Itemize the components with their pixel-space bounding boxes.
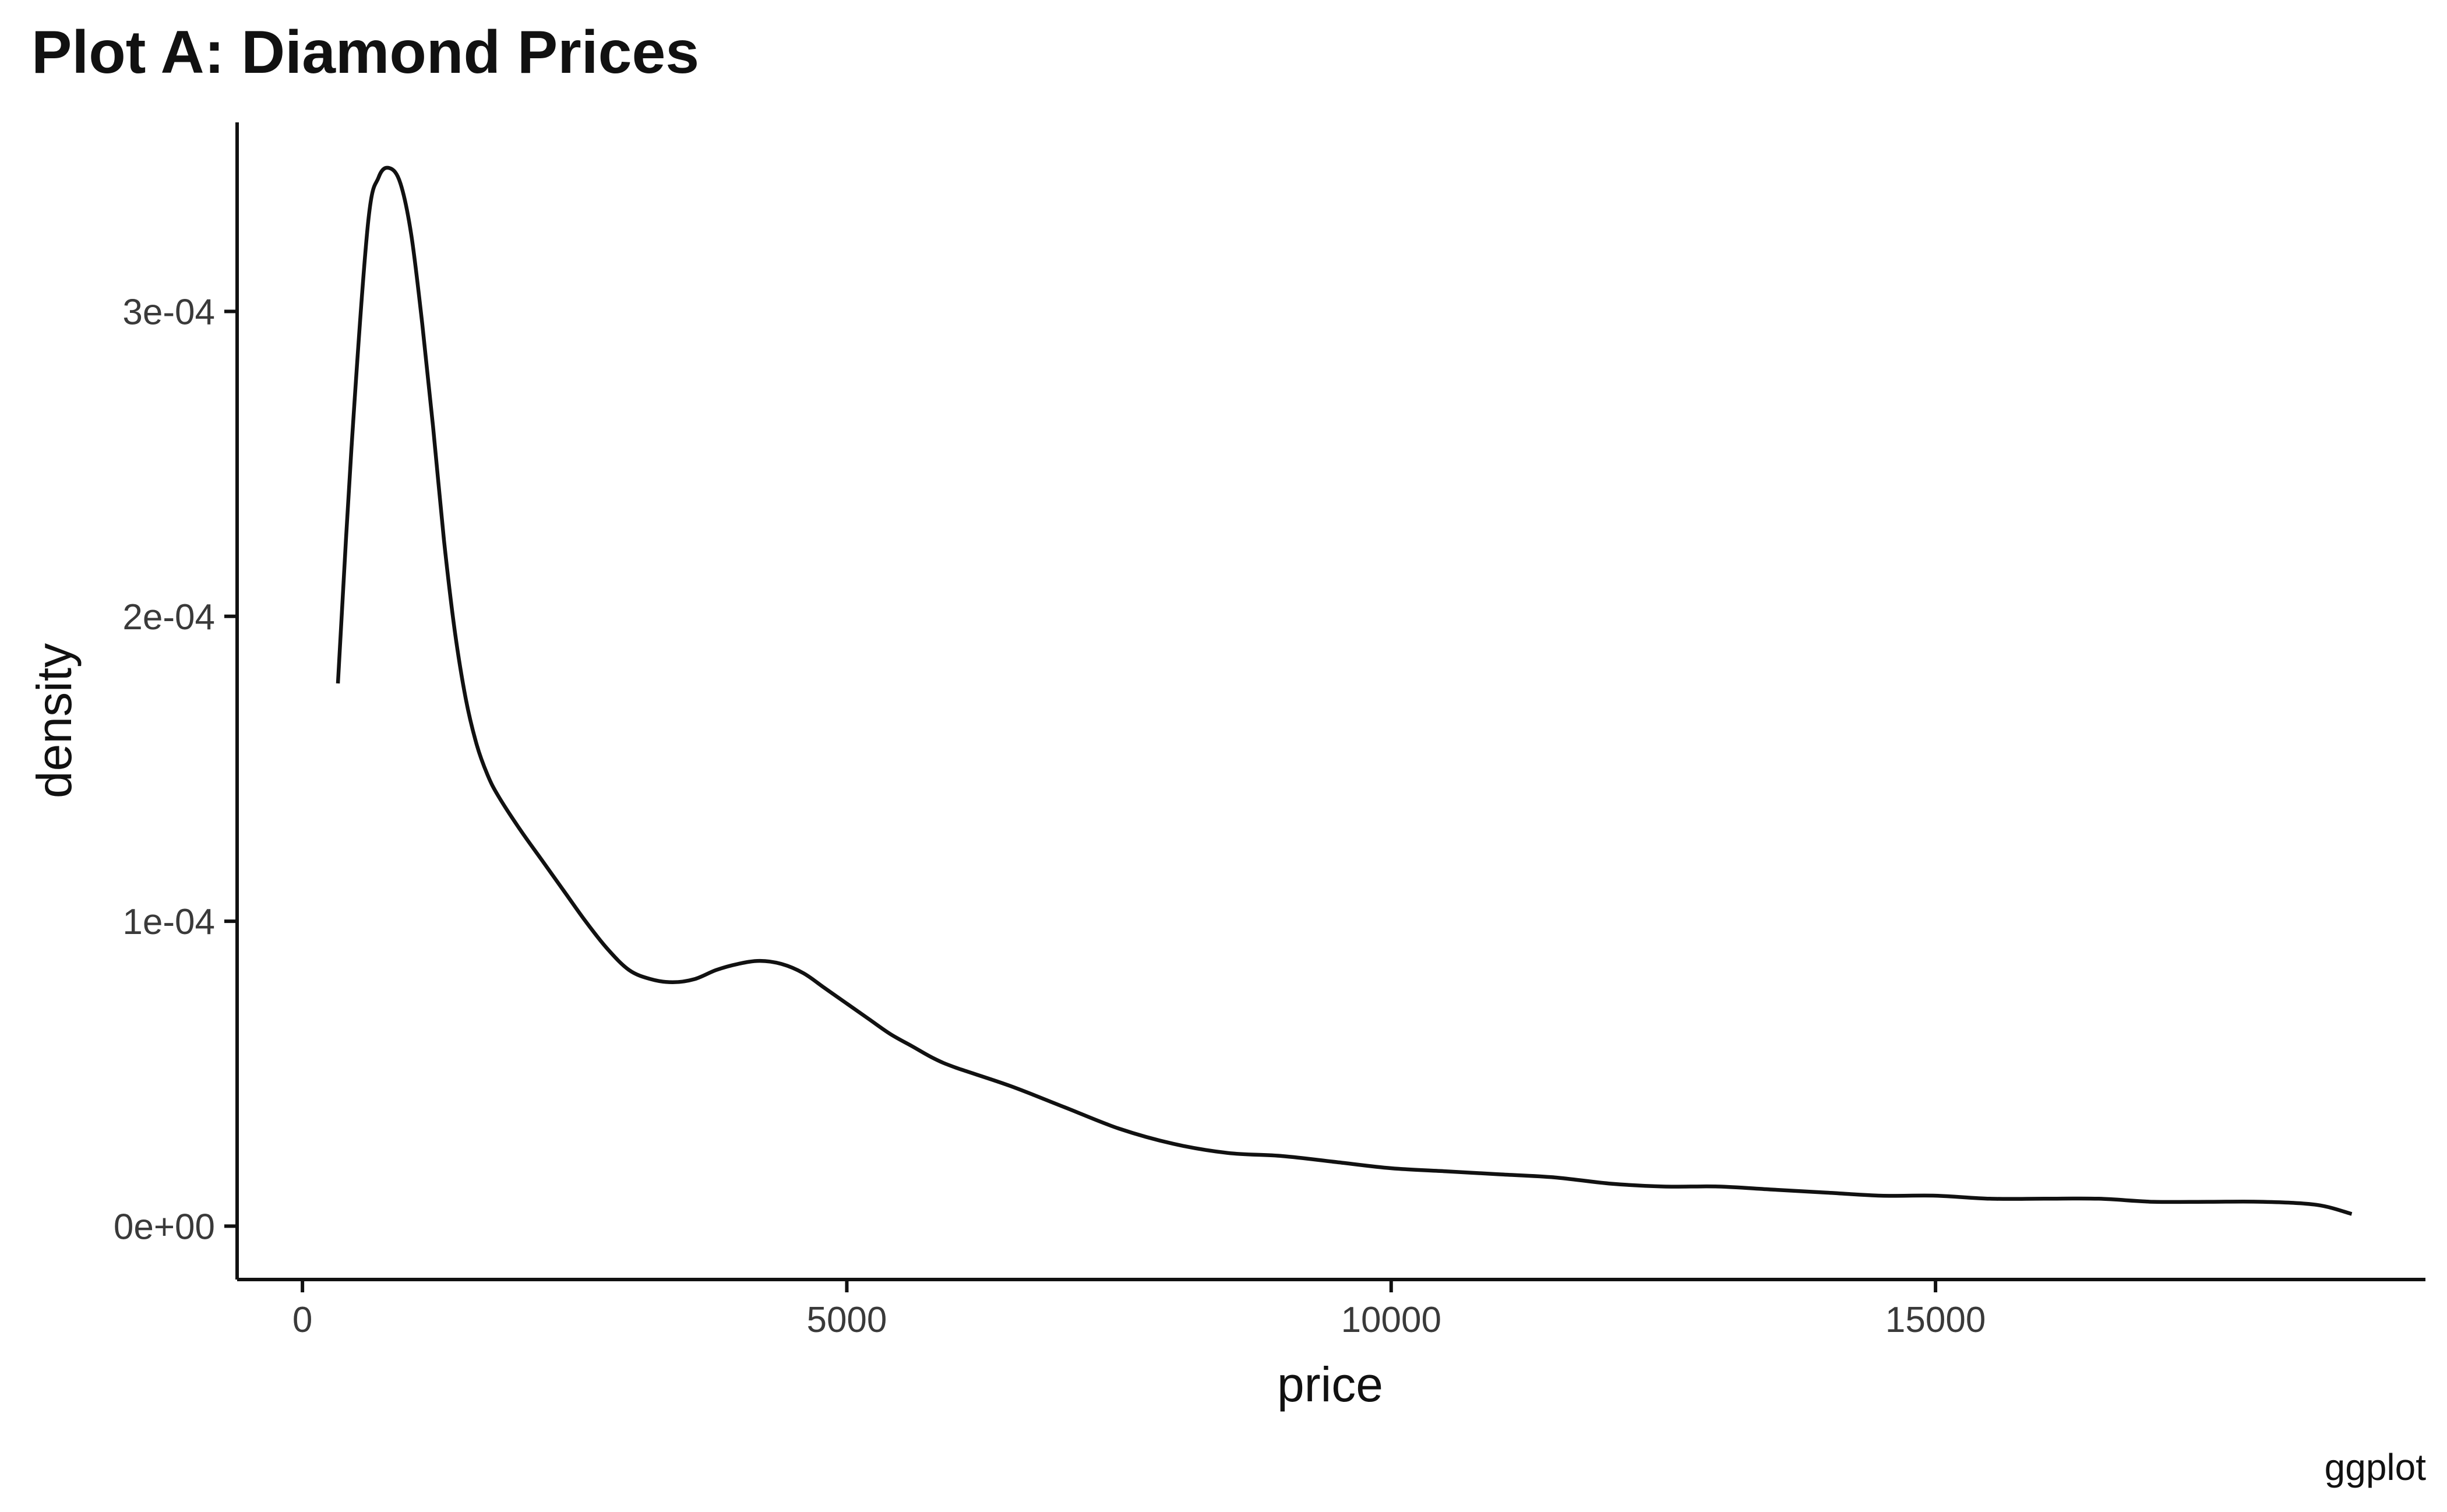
x-axis-title: price — [1277, 1357, 1383, 1412]
plot-area: 0 5000 10000 15000 0e+00 1e-04 2e-04 3e-04 — [114, 122, 2425, 1340]
x-tick-label: 15000 — [1885, 1300, 1986, 1340]
y-tick-label: 2e-04 — [122, 597, 215, 637]
x-tick-label: 5000 — [806, 1300, 887, 1340]
y-tick-label: 3e-04 — [122, 292, 215, 332]
density-line — [336, 165, 2353, 1216]
y-tick-label: 1e-04 — [122, 902, 215, 942]
y-axis-title: density — [27, 643, 82, 798]
plot-caption: ggplot — [2325, 1446, 2427, 1488]
y-tick-label: 0e+00 — [114, 1207, 215, 1247]
x-tick-label: 10000 — [1341, 1300, 1441, 1340]
chart-title: Plot A: Diamond Prices — [31, 19, 699, 86]
x-tick-label: 0 — [292, 1300, 312, 1340]
